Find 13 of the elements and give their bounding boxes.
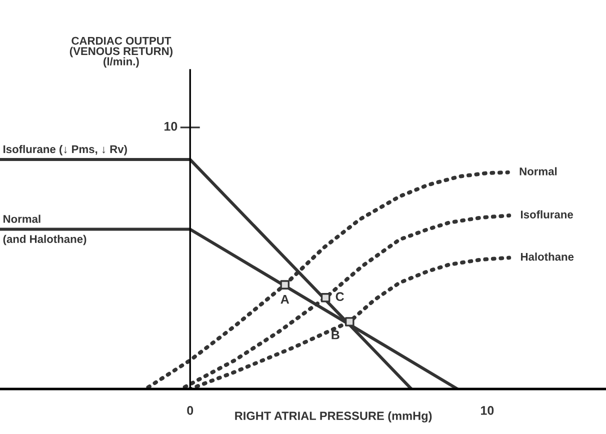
series-label: Normal [4,214,40,223]
series-label: Normal [520,167,557,176]
series-label: Isoflurane (↓ Pms, ↓ Rv) [4,144,127,156]
annotation: (and Halothane) [3,234,86,246]
annotation: C [336,292,344,302]
annotation: B [332,330,340,340]
series-label: Isoflurane [521,210,573,218]
x-tick-label: 0 [187,406,194,415]
annotation: A [280,294,290,304]
text: 10 [164,122,178,131]
x-axis-title: RIGHT ATRIAL PRESSURE (mmHg) [235,411,432,422]
series-label: Halothane [521,252,574,261]
text: CARDIAC OUTPUT (VENOUS RETURN) (l/min.) [70,36,172,68]
